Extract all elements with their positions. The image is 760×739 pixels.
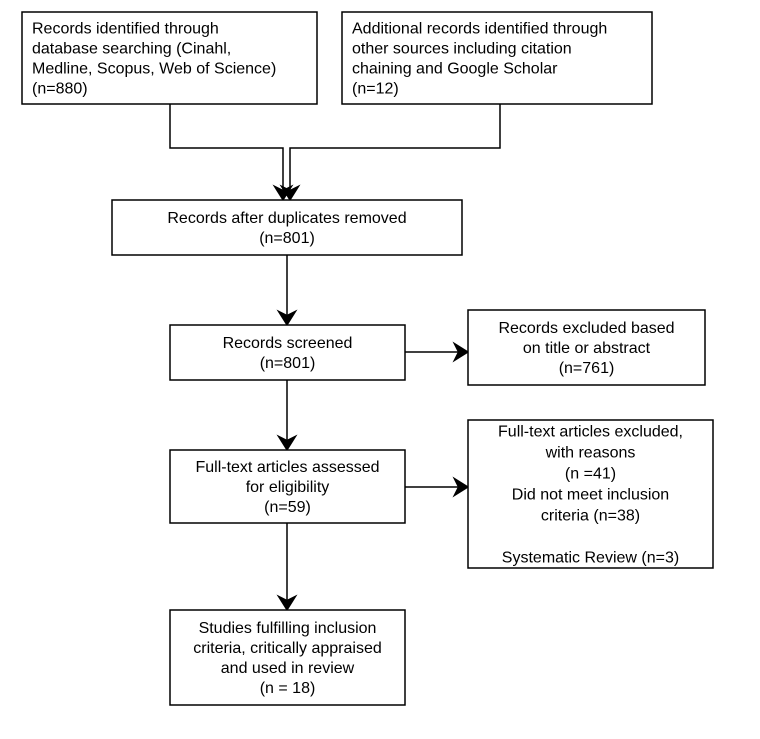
flow-box-text: Additional records identified through — [352, 21, 607, 38]
flow-box-text: criteria, critically appraised — [193, 640, 382, 657]
flow-box-text: Full-text articles excluded, — [498, 424, 683, 441]
flow-box-screened: Records screened (n=801) — [170, 325, 405, 380]
flow-box-text: Full-text articles assessed — [195, 459, 379, 476]
flow-box-text: Records excluded based — [498, 320, 674, 337]
flow-box-text: on title or abstract — [523, 340, 651, 357]
flow-box-excluded_screen: Records excluded based on title or abstra… — [468, 310, 705, 385]
flow-box-other_sources: Additional records identified through oth… — [342, 12, 652, 104]
flow-box-included: Studies fulfilling inclusion criteria, cr… — [170, 610, 405, 705]
flow-box-text: Records after duplicates removed — [167, 210, 406, 227]
flow-box-text: with reasons — [545, 445, 636, 462]
flow-box-db_search: Records identified through database searc… — [22, 12, 317, 104]
flow-box-text: (n=761) — [559, 360, 615, 377]
flow-box-text: criteria (n=38) — [541, 508, 640, 525]
flow-arrow — [290, 104, 500, 195]
flow-box-text: database searching (Cinahl, — [32, 41, 231, 58]
flow-arrow — [170, 104, 283, 195]
flow-box-text: Records identified through — [32, 21, 219, 38]
flow-box-text: Records screened — [223, 335, 353, 352]
flow-box-text: (n = 18) — [260, 680, 316, 697]
flow-box-text: Medline, Scopus, Web of Science) — [32, 61, 276, 78]
flow-box-text: chaining and Google Scholar — [352, 61, 558, 78]
flow-box-text: for eligibility — [246, 479, 330, 496]
flow-box-text: Studies fulfilling inclusion — [199, 620, 377, 637]
flow-box-text: Systematic Review (n=3) — [502, 550, 679, 567]
flow-box-text: and used in review — [221, 660, 355, 677]
flow-box-text: (n=801) — [260, 355, 316, 372]
prisma-flowchart: Records identified through database searc… — [0, 0, 760, 739]
flow-box-text: (n=880) — [32, 81, 88, 98]
flow-box-text: (n=59) — [264, 499, 311, 516]
flow-box-excluded_fulltext: Full-text articles excluded, with reasons… — [468, 420, 713, 568]
flow-box-text: (n=12) — [352, 81, 399, 98]
flow-box-text: other sources including citation — [352, 41, 572, 58]
flow-box-fulltext: Full-text articles assessed for eligibili… — [170, 450, 405, 523]
flow-box-text: Did not meet inclusion — [512, 487, 669, 504]
flow-box-text: (n =41) — [565, 466, 616, 483]
flow-box-text: (n=801) — [259, 230, 315, 247]
flow-box-after_dupes: Records after duplicates removed (n=801) — [112, 200, 462, 255]
